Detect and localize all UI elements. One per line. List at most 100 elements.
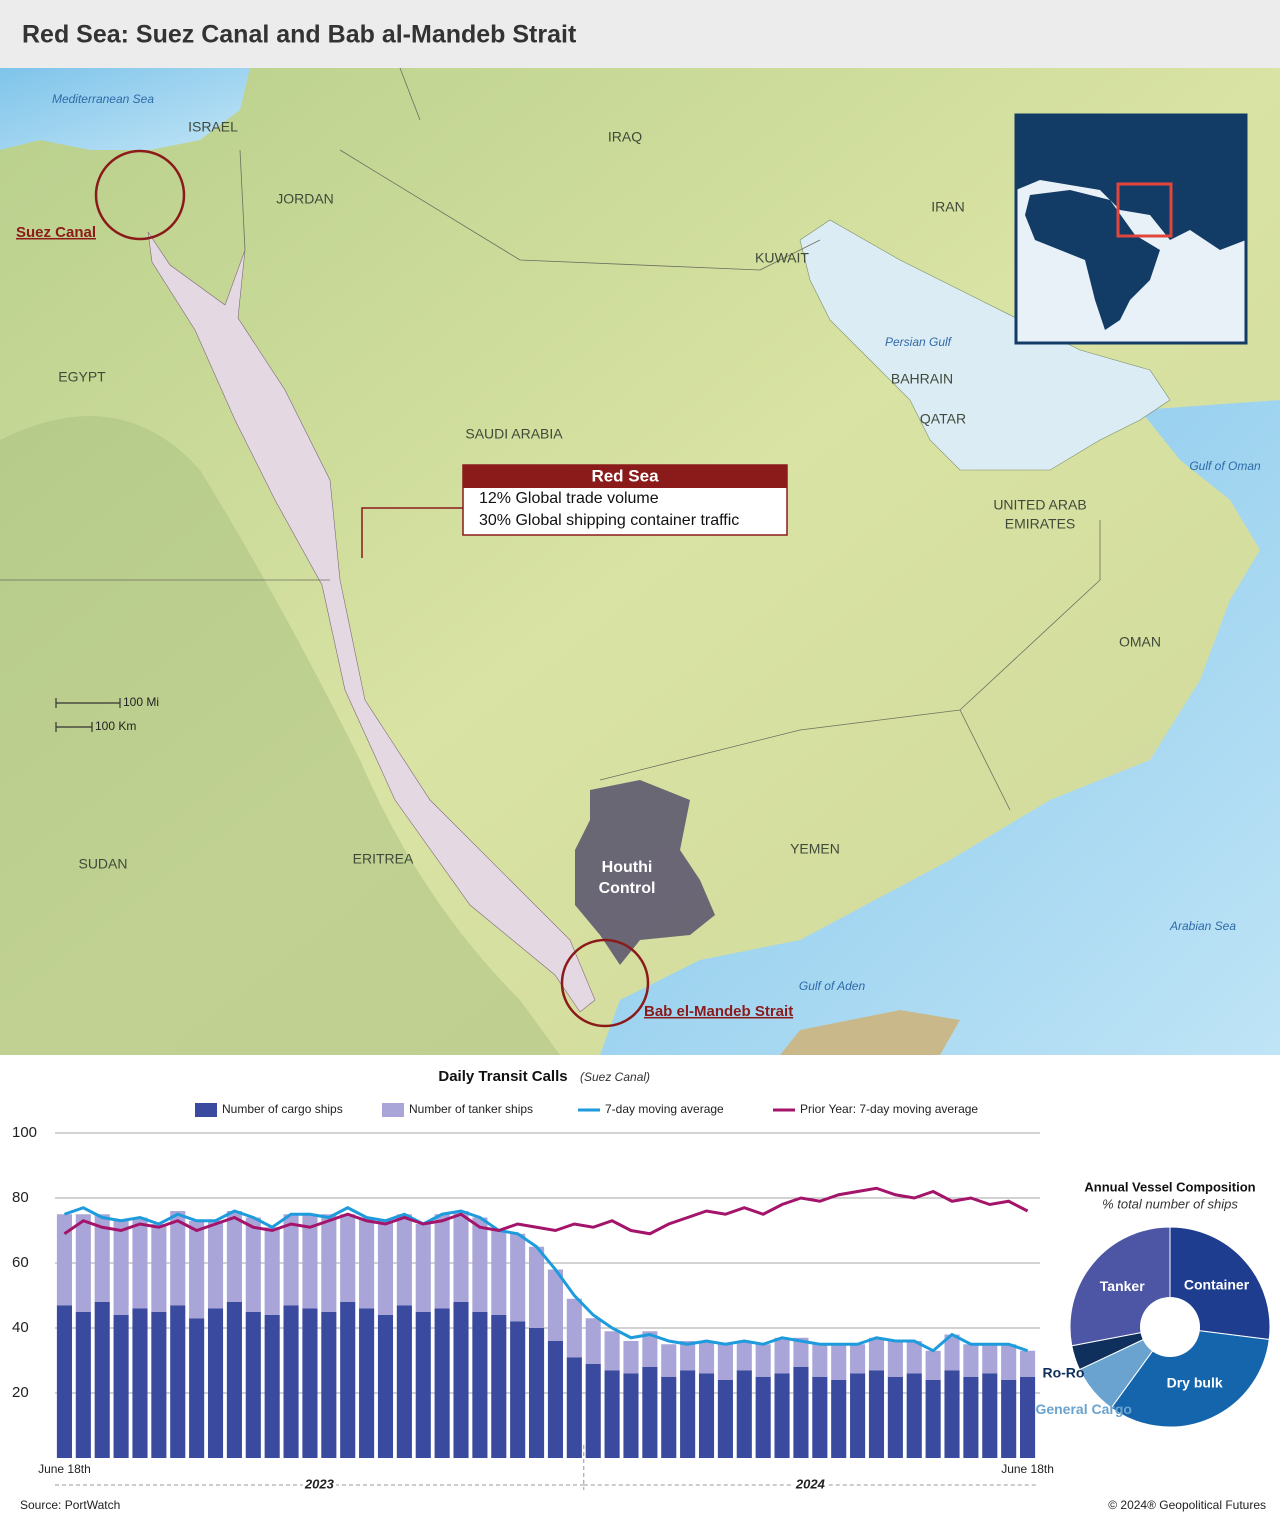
pie-slice <box>1110 1326 1270 1428</box>
bar <box>774 1373 790 1458</box>
bar <box>812 1376 828 1458</box>
chart-title: Annual Vessel Composition <box>1084 1179 1255 1194</box>
bar <box>661 1376 677 1458</box>
bar <box>283 1214 299 1306</box>
bar <box>529 1328 545 1458</box>
bar <box>226 1211 242 1302</box>
bar <box>906 1341 922 1374</box>
bar <box>151 1224 167 1312</box>
info-box-title: Red Sea <box>591 466 659 485</box>
bar <box>812 1344 828 1377</box>
bar <box>717 1344 733 1380</box>
y-tick-label: 40 <box>12 1319 29 1336</box>
sea-label: Persian Gulf <box>885 335 953 349</box>
bar <box>982 1344 998 1374</box>
scale-label: 100 Mi <box>123 695 159 709</box>
bar <box>680 1370 696 1458</box>
arabian-sea <box>600 400 1280 1055</box>
line <box>63 1186 1029 1236</box>
country-label: EGYPT <box>58 369 106 385</box>
bar <box>415 1224 431 1312</box>
bar <box>75 1311 91 1458</box>
bar <box>94 1302 110 1458</box>
country-label: SAUDI ARABIA <box>465 426 563 442</box>
bar <box>151 1311 167 1458</box>
bar <box>736 1370 752 1458</box>
info-box-line: 30% Global shipping container traffic <box>479 512 739 529</box>
bab-circle <box>560 938 650 1028</box>
bar <box>755 1344 771 1377</box>
x-group-label: 2023 <box>304 1476 335 1491</box>
bar <box>264 1315 280 1458</box>
map: ISRAEL JORDAN IRAQ IRAN KUWAIT BAHRAIN Q… <box>0 67 1280 1055</box>
bar <box>850 1373 866 1458</box>
page-title: Red Sea: Suez Canal and Bab al-Mandeb St… <box>22 21 577 49</box>
bar <box>982 1373 998 1458</box>
bar <box>623 1341 639 1374</box>
houthi-label: Control <box>599 880 656 897</box>
bar <box>698 1341 715 1374</box>
scale-label: 100 Km <box>95 719 136 733</box>
bar <box>302 1214 318 1309</box>
bar <box>774 1337 790 1374</box>
country-label: KUWAIT <box>755 250 809 266</box>
country-label: JORDAN <box>276 191 334 207</box>
bar <box>132 1308 148 1458</box>
bar <box>1001 1344 1017 1380</box>
persian-gulf <box>799 219 1171 471</box>
legend-swatch <box>195 1103 217 1117</box>
legend-label: 7-day moving average <box>605 1102 724 1116</box>
bar <box>396 1214 412 1306</box>
bar <box>755 1376 771 1458</box>
bar <box>189 1220 205 1319</box>
bar <box>510 1321 526 1458</box>
legend-label: Number of cargo ships <box>222 1102 343 1116</box>
country-label: IRAQ <box>608 129 642 145</box>
bar <box>472 1311 488 1458</box>
houthi-label: Houthi <box>602 859 653 876</box>
bar <box>698 1373 715 1458</box>
legend-label: Prior Year: 7-day moving average <box>800 1102 978 1116</box>
bar <box>321 1311 337 1458</box>
bar <box>113 1220 129 1315</box>
country-label: YEMEN <box>790 841 840 857</box>
country-label: ISRAEL <box>188 119 238 135</box>
country-label: EMIRATES <box>1005 516 1076 532</box>
bar <box>94 1214 110 1302</box>
chart-subtitle: (Suez Canal) <box>580 1070 650 1084</box>
bar <box>170 1305 186 1458</box>
x-tick-label: June 18th <box>38 1462 91 1476</box>
bar <box>415 1311 431 1458</box>
bar <box>717 1380 733 1458</box>
bar <box>963 1376 979 1458</box>
connector <box>361 507 463 558</box>
suez-circle <box>94 149 186 241</box>
bar <box>906 1373 922 1458</box>
bar <box>340 1214 356 1302</box>
bar <box>340 1302 356 1458</box>
bar <box>207 1308 224 1458</box>
y-tick-label: 100 <box>12 1124 37 1141</box>
credit: © 2024® Geopolitical Futures <box>1108 1498 1266 1512</box>
line <box>63 1206 1029 1353</box>
bar <box>245 1217 261 1312</box>
bar <box>170 1211 186 1306</box>
bar <box>604 1331 620 1371</box>
bar <box>1020 1350 1036 1377</box>
borders <box>0 67 1101 811</box>
bar <box>831 1380 847 1458</box>
bar <box>453 1211 469 1302</box>
bar <box>510 1233 526 1322</box>
bar <box>359 1217 375 1309</box>
bar <box>736 1341 752 1371</box>
bar <box>547 1341 563 1458</box>
y-tick-label: 80 <box>12 1189 29 1206</box>
y-tick-label: 20 <box>12 1384 29 1401</box>
bar <box>302 1308 318 1458</box>
x-group-label: 2024 <box>795 1476 826 1491</box>
info-box-title-bg <box>463 465 787 488</box>
bar <box>226 1302 242 1458</box>
bar <box>207 1220 224 1309</box>
bar <box>850 1344 866 1374</box>
bar <box>604 1370 620 1458</box>
